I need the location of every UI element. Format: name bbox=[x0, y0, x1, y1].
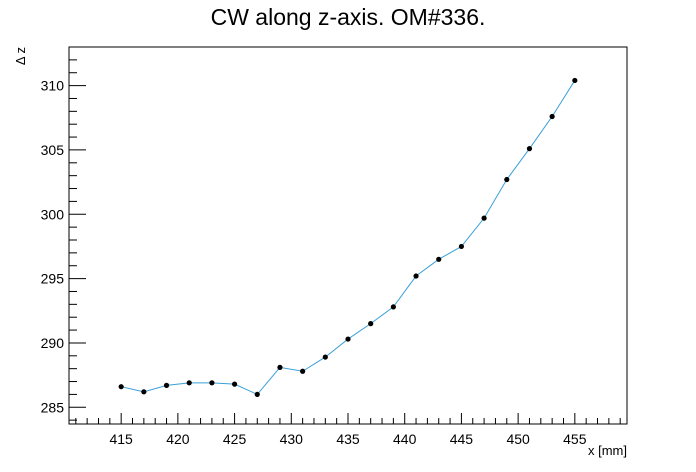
data-point bbox=[504, 176, 510, 183]
y-axis: 285 290 295 300 305 310 bbox=[41, 46, 86, 421]
series-layer bbox=[118, 77, 578, 398]
data-point bbox=[345, 336, 351, 342]
data-point bbox=[572, 77, 578, 84]
y-tick-label: 310 bbox=[41, 78, 65, 94]
x-tick-label: 420 bbox=[166, 431, 190, 447]
x-tick-label: 445 bbox=[450, 431, 474, 447]
data-point bbox=[209, 380, 215, 386]
x-axis-label: x [mm] bbox=[588, 443, 627, 458]
data-point bbox=[481, 215, 487, 221]
data-point bbox=[526, 146, 533, 152]
x-tick-label: 425 bbox=[223, 431, 247, 447]
data-point bbox=[141, 389, 147, 395]
data-point bbox=[163, 382, 170, 388]
data-point bbox=[368, 321, 374, 327]
x-tick-label: 415 bbox=[109, 431, 133, 447]
data-point bbox=[390, 304, 396, 310]
x-tick-label: 435 bbox=[336, 431, 360, 447]
y-axis-label: Δ z bbox=[13, 47, 28, 65]
series-line bbox=[121, 80, 576, 396]
y-tick-label: 285 bbox=[41, 399, 65, 415]
chart-title: CW along z-axis. OM#336. bbox=[211, 4, 486, 30]
y-tick-label: 290 bbox=[41, 335, 65, 351]
data-point bbox=[549, 113, 555, 120]
y-tick-label: 300 bbox=[41, 206, 65, 222]
data-point bbox=[322, 354, 328, 360]
plot-frame bbox=[68, 46, 628, 425]
data-point bbox=[231, 381, 238, 387]
x-axis: 415 420 425 430 435 440 445 450 455 bbox=[75, 413, 621, 447]
y-tick-label: 305 bbox=[41, 142, 65, 158]
data-point bbox=[254, 391, 260, 398]
x-tick-label: 440 bbox=[393, 431, 417, 447]
y-tick-label: 295 bbox=[41, 271, 65, 287]
x-tick-label: 450 bbox=[506, 431, 530, 447]
data-point bbox=[118, 384, 124, 390]
data-point bbox=[277, 364, 283, 370]
data-point bbox=[436, 256, 442, 262]
data-point bbox=[300, 368, 306, 374]
data-point bbox=[186, 380, 192, 386]
data-point bbox=[413, 273, 419, 279]
x-tick-label: 455 bbox=[563, 431, 587, 447]
x-tick-label: 430 bbox=[280, 431, 304, 447]
data-point bbox=[458, 243, 465, 250]
